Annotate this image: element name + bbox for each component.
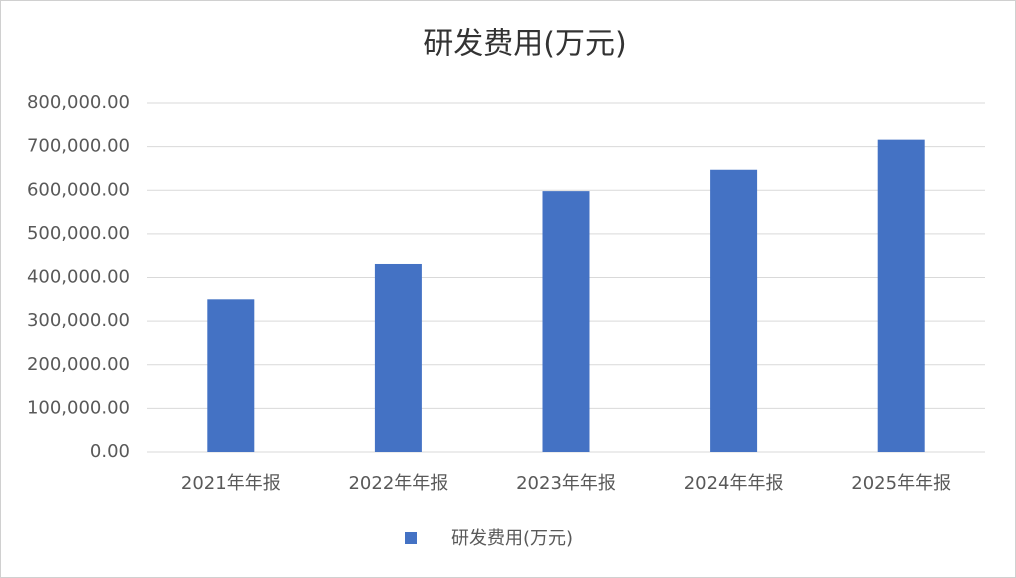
bar [877, 139, 925, 452]
legend-swatch [405, 532, 417, 544]
y-tick-label: 600,000.00 [27, 179, 130, 200]
y-tick-label: 0.00 [90, 441, 130, 462]
y-tick-label: 400,000.00 [27, 267, 130, 288]
x-tick-label: 2023年年报 [516, 473, 616, 494]
chart-title: 研发费用(万元) [423, 27, 626, 62]
y-tick-label: 100,000.00 [27, 397, 130, 418]
y-tick-label: 700,000.00 [27, 136, 130, 157]
y-tick-label: 200,000.00 [27, 354, 130, 375]
y-tick-label: 500,000.00 [27, 223, 130, 244]
x-tick-label: 2025年年报 [851, 473, 951, 494]
bar [374, 263, 422, 452]
bar [710, 169, 758, 452]
bar [542, 191, 590, 452]
y-tick-label: 800,000.00 [27, 92, 130, 113]
x-tick-label: 2024年年报 [684, 473, 784, 494]
bar [207, 299, 255, 452]
x-tick-label: 2022年年报 [348, 473, 448, 494]
y-tick-label: 300,000.00 [27, 310, 130, 331]
x-tick-label: 2021年年报 [181, 473, 281, 494]
legend-label: 研发费用(万元) [451, 528, 573, 549]
